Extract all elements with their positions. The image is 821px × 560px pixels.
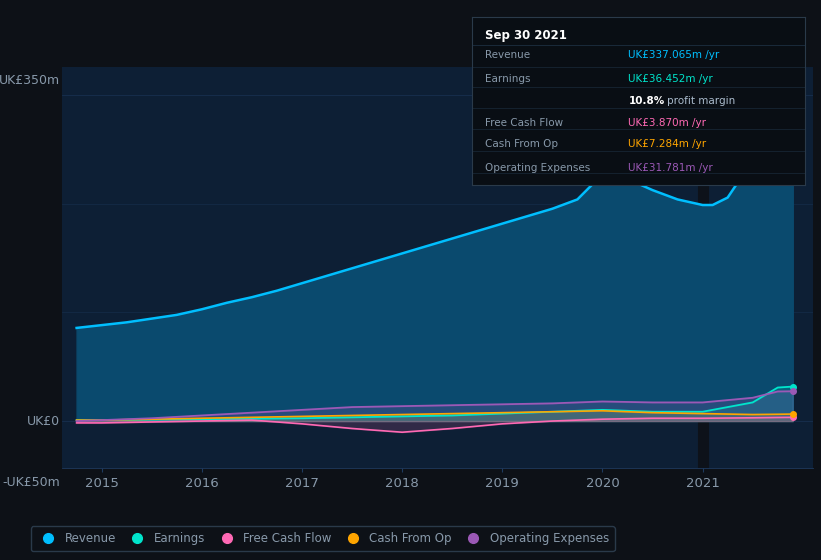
Text: UK£36.452m /yr: UK£36.452m /yr	[628, 74, 713, 84]
Text: UK£0: UK£0	[27, 414, 60, 427]
Text: UK£7.284m /yr: UK£7.284m /yr	[628, 139, 707, 150]
Legend: Revenue, Earnings, Free Cash Flow, Cash From Op, Operating Expenses: Revenue, Earnings, Free Cash Flow, Cash …	[30, 526, 615, 551]
Text: Revenue: Revenue	[485, 50, 530, 60]
Text: Operating Expenses: Operating Expenses	[485, 163, 590, 173]
Text: UK£31.781m /yr: UK£31.781m /yr	[628, 163, 713, 173]
Text: Earnings: Earnings	[485, 74, 531, 84]
Text: UK£350m: UK£350m	[0, 74, 60, 87]
Text: Cash From Op: Cash From Op	[485, 139, 558, 150]
Text: 10.8%: 10.8%	[628, 96, 665, 106]
Text: Free Cash Flow: Free Cash Flow	[485, 118, 563, 128]
Text: profit margin: profit margin	[667, 96, 735, 106]
Text: Sep 30 2021: Sep 30 2021	[485, 29, 567, 41]
Text: -UK£50m: -UK£50m	[2, 475, 60, 489]
Text: UK£337.065m /yr: UK£337.065m /yr	[628, 50, 719, 60]
Text: UK£3.870m /yr: UK£3.870m /yr	[628, 118, 706, 128]
